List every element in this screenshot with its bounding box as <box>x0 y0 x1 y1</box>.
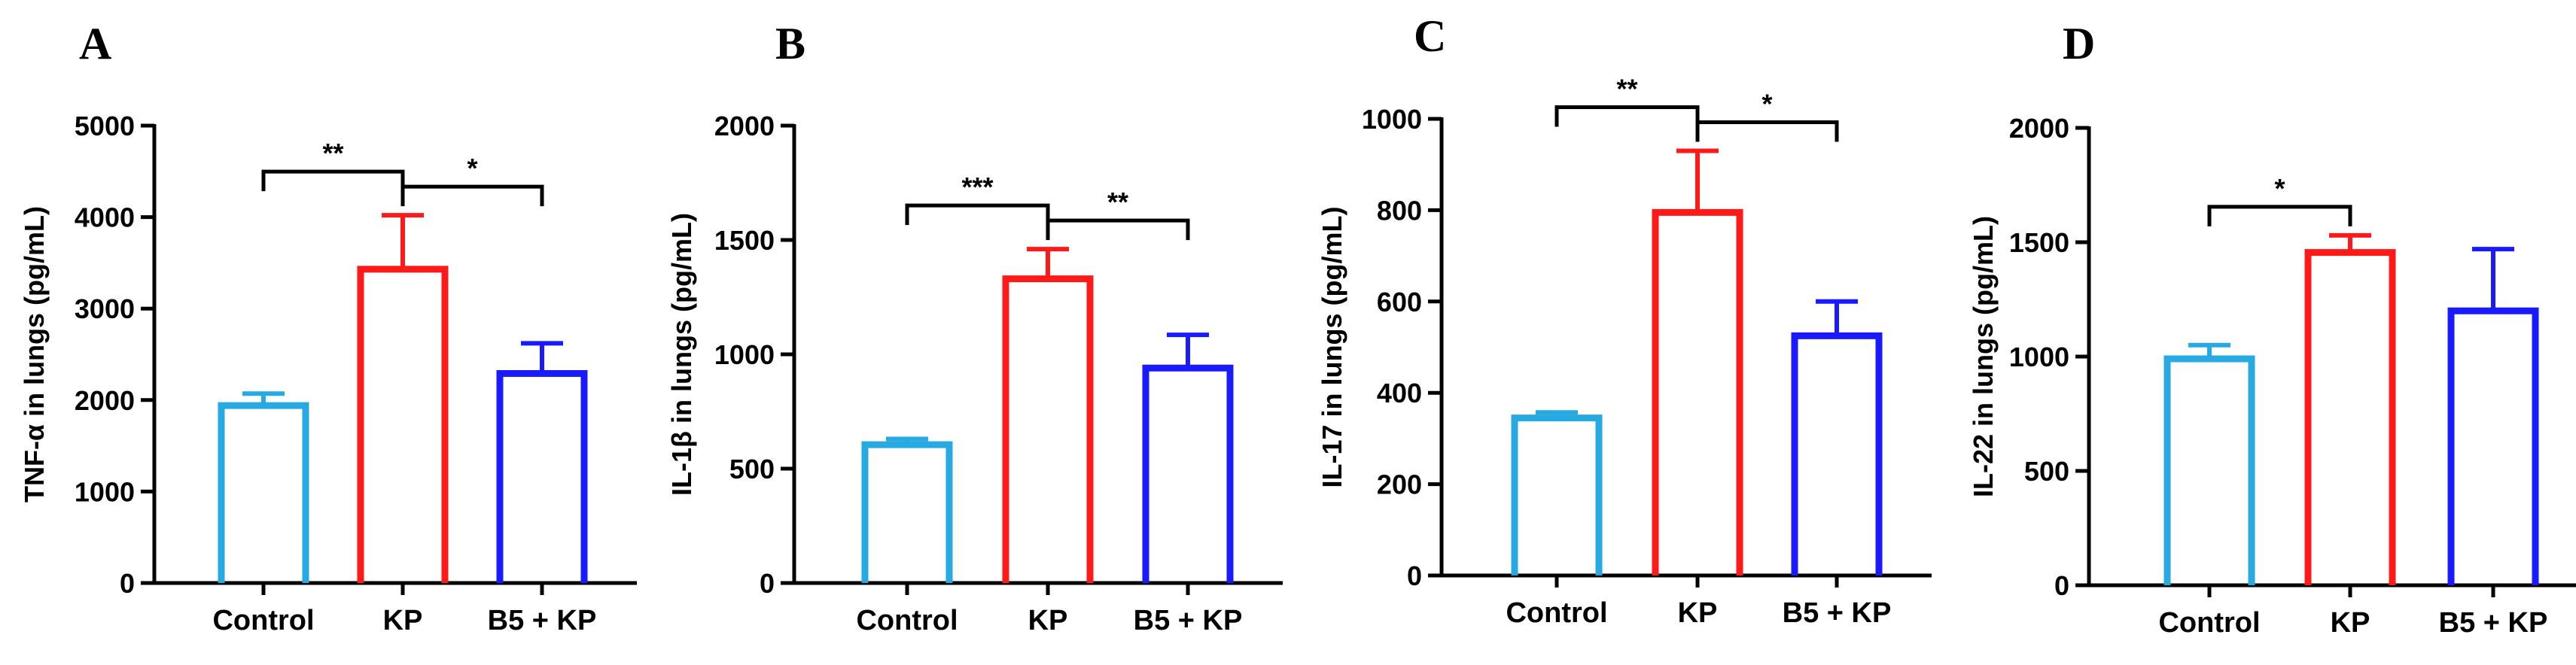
significance-label: *** <box>961 172 993 202</box>
y-axis-title: IL-17 in lungs (pg/mL) <box>1317 207 1347 488</box>
panel-letter: A <box>79 19 111 68</box>
significance-label: ** <box>1107 187 1128 217</box>
x-tick-label: Control <box>1506 597 1607 629</box>
y-tick-label: 0 <box>760 568 775 599</box>
panel-b: B 0 500 1000 1500 2000 IL-1β in lungs (pg/mL) C… <box>666 19 1283 636</box>
y-tick-label: 2000 <box>2009 113 2069 144</box>
panel-a: A 0 1000 2000 3000 4000 5000 TNF-α in lungs (pg… <box>19 19 637 636</box>
significance-bracket <box>905 203 1050 226</box>
y-tick-label: 1000 <box>714 339 775 370</box>
y-axis-title: TNF-α in lungs (pg/mL) <box>19 206 50 503</box>
bar-control <box>1511 414 1603 575</box>
y-tick-label: 500 <box>2024 456 2069 487</box>
significance-label: ** <box>322 138 343 169</box>
significance-label: * <box>1761 88 1772 119</box>
panel-d: D 0 500 1000 1500 2000 IL-22 in lungs (pg/mL) C… <box>1968 19 2576 639</box>
significance-bracket <box>1046 218 1190 241</box>
y-tick-label: 1500 <box>714 225 775 256</box>
x-tick-label: B5 + KP <box>488 605 597 636</box>
bar-kp <box>357 266 449 583</box>
y-tick-label: 400 <box>1377 378 1422 408</box>
bar-kp <box>2304 249 2396 585</box>
y-tick-label: 600 <box>1377 287 1422 317</box>
x-tick-label: KP <box>1028 605 1068 636</box>
x-tick-label: Control <box>2158 607 2260 639</box>
bar-control <box>2163 355 2255 585</box>
y-tick-label: 0 <box>1407 560 1422 591</box>
y-tick-label: 500 <box>729 454 775 484</box>
y-axis-title: IL-22 in lungs (pg/mL) <box>1968 216 1999 497</box>
bar-kp <box>1652 208 1743 575</box>
significance-bracket <box>1554 105 1700 127</box>
x-tick-label: B5 + KP <box>1783 597 1892 629</box>
y-tick-label: 1000 <box>75 476 135 507</box>
x-tick-label: Control <box>212 605 314 636</box>
significance-bracket <box>400 184 544 207</box>
x-tick-label: Control <box>856 605 958 636</box>
bar-control <box>861 441 953 583</box>
significance-label: * <box>2274 173 2285 204</box>
bar-b5-kp <box>2447 307 2539 585</box>
y-tick-label: 4000 <box>75 202 135 233</box>
y-tick-label: 1000 <box>1362 104 1422 135</box>
y-tick-label: 5000 <box>75 111 135 141</box>
y-tick-label: 2000 <box>714 111 775 141</box>
panel-letter: D <box>2063 19 2095 68</box>
y-tick-label: 1500 <box>2009 227 2069 258</box>
panel-c: C 0 200 400 600 800 1000 IL-17 in lungs (pg/mL)… <box>1317 11 1932 629</box>
y-tick-label: 1000 <box>2009 342 2069 372</box>
bar-b5-kp <box>1142 364 1234 583</box>
y-tick-label: 0 <box>120 568 135 599</box>
y-tick-label: 800 <box>1377 195 1422 226</box>
y-tick-label: 0 <box>2054 570 2069 601</box>
bar-kp <box>1002 275 1094 583</box>
x-tick-label: B5 + KP <box>1134 605 1243 636</box>
y-tick-label: 200 <box>1377 469 1422 500</box>
significance-bracket <box>261 169 405 192</box>
x-tick-label: KP <box>2331 607 2370 639</box>
bar-b5-kp <box>496 370 588 583</box>
x-tick-label: KP <box>1678 597 1718 629</box>
x-tick-label: KP <box>383 605 423 636</box>
significance-label: * <box>467 153 477 184</box>
y-axis-title: IL-1β in lungs (pg/mL) <box>666 213 697 496</box>
bar-control <box>218 402 309 583</box>
bar-b5-kp <box>1791 332 1883 575</box>
panel-letter: C <box>1414 11 1446 61</box>
x-tick-label: B5 + KP <box>2439 607 2548 639</box>
y-tick-label: 2000 <box>75 385 135 416</box>
significance-label: ** <box>1616 73 1637 104</box>
y-tick-label: 3000 <box>75 293 135 324</box>
significance-bracket <box>1695 120 1839 142</box>
significance-bracket <box>2207 205 2352 226</box>
panel-letter: B <box>775 19 805 68</box>
